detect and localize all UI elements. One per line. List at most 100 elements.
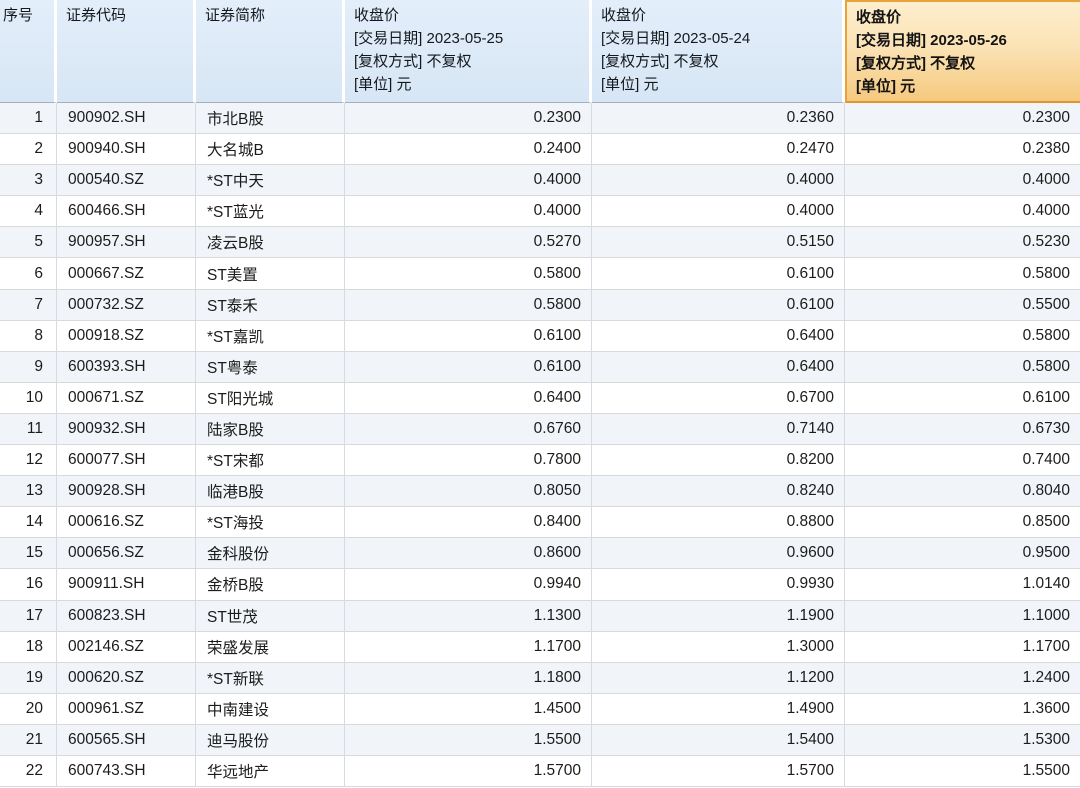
cell-code[interactable]: 000961.SZ: [57, 693, 196, 725]
cell-seq[interactable]: 17: [0, 600, 57, 632]
cell-code[interactable]: 600823.SH: [57, 600, 196, 632]
cell-code[interactable]: 000616.SZ: [57, 507, 196, 539]
cell-seq[interactable]: 19: [0, 662, 57, 694]
cell-name[interactable]: 临港B股: [196, 476, 345, 508]
column-header-close_0524[interactable]: 收盘价 [交易日期] 2023-05-24 [复权方式] 不复权 [单位] 元: [592, 0, 845, 103]
cell-close_0524[interactable]: 0.2470: [592, 134, 845, 166]
column-header-close_0526[interactable]: 收盘价 [交易日期] 2023-05-26 [复权方式] 不复权 [单位] 元: [845, 0, 1080, 103]
cell-name[interactable]: 荣盛发展: [196, 631, 345, 663]
cell-name[interactable]: *ST蓝光: [196, 196, 345, 228]
cell-seq[interactable]: 18: [0, 631, 57, 663]
cell-name[interactable]: 金科股份: [196, 538, 345, 570]
cell-close_0526[interactable]: 0.2300: [845, 103, 1080, 135]
cell-close_0525[interactable]: 1.1300: [345, 600, 592, 632]
cell-close_0524[interactable]: 0.8240: [592, 476, 845, 508]
cell-close_0525[interactable]: 0.5270: [345, 227, 592, 259]
cell-seq[interactable]: 2: [0, 134, 57, 166]
cell-close_0524[interactable]: 0.4000: [592, 165, 845, 197]
column-header-seq[interactable]: 序号: [0, 0, 57, 103]
cell-seq[interactable]: 6: [0, 258, 57, 290]
cell-name[interactable]: ST世茂: [196, 600, 345, 632]
cell-close_0525[interactable]: 0.4000: [345, 196, 592, 228]
cell-name[interactable]: *ST宋都: [196, 445, 345, 477]
cell-close_0525[interactable]: 0.6100: [345, 320, 592, 352]
cell-seq[interactable]: 20: [0, 693, 57, 725]
cell-seq[interactable]: 11: [0, 413, 57, 446]
cell-close_0526[interactable]: 1.5500: [845, 755, 1080, 788]
cell-code[interactable]: 900928.SH: [57, 476, 196, 508]
cell-code[interactable]: 000620.SZ: [57, 662, 196, 694]
cell-close_0524[interactable]: 1.1200: [592, 662, 845, 694]
column-header-code[interactable]: 证券代码: [57, 0, 196, 103]
cell-close_0526[interactable]: 1.2400: [845, 662, 1080, 694]
cell-code[interactable]: 600565.SH: [57, 724, 196, 756]
cell-close_0524[interactable]: 0.6700: [592, 382, 845, 414]
cell-name[interactable]: ST阳光城: [196, 382, 345, 414]
cell-close_0524[interactable]: 0.5150: [592, 227, 845, 259]
cell-name[interactable]: 大名城B: [196, 134, 345, 166]
cell-seq[interactable]: 5: [0, 227, 57, 259]
cell-close_0525[interactable]: 1.1800: [345, 662, 592, 694]
cell-close_0526[interactable]: 1.1000: [845, 600, 1080, 632]
cell-close_0526[interactable]: 0.2380: [845, 134, 1080, 166]
cell-close_0524[interactable]: 0.6100: [592, 289, 845, 321]
column-header-close_0525[interactable]: 收盘价 [交易日期] 2023-05-25 [复权方式] 不复权 [单位] 元: [345, 0, 592, 103]
cell-name[interactable]: 中南建设: [196, 693, 345, 725]
column-header-name[interactable]: 证券简称: [196, 0, 345, 103]
cell-code[interactable]: 600743.SH: [57, 755, 196, 788]
cell-close_0525[interactable]: 0.5800: [345, 289, 592, 321]
cell-name[interactable]: 陆家B股: [196, 413, 345, 446]
cell-code[interactable]: 900932.SH: [57, 413, 196, 446]
cell-name[interactable]: ST泰禾: [196, 289, 345, 321]
cell-close_0525[interactable]: 0.8050: [345, 476, 592, 508]
cell-code[interactable]: 600393.SH: [57, 351, 196, 383]
cell-name[interactable]: ST粤泰: [196, 351, 345, 383]
cell-seq[interactable]: 8: [0, 320, 57, 352]
cell-close_0525[interactable]: 0.4000: [345, 165, 592, 197]
cell-close_0525[interactable]: 0.2300: [345, 103, 592, 135]
cell-seq[interactable]: 14: [0, 507, 57, 539]
cell-close_0525[interactable]: 1.4500: [345, 693, 592, 725]
cell-close_0524[interactable]: 0.6100: [592, 258, 845, 290]
cell-code[interactable]: 900911.SH: [57, 569, 196, 601]
cell-close_0525[interactable]: 1.1700: [345, 631, 592, 663]
cell-close_0526[interactable]: 0.9500: [845, 538, 1080, 570]
cell-seq[interactable]: 4: [0, 196, 57, 228]
cell-seq[interactable]: 22: [0, 755, 57, 788]
cell-close_0526[interactable]: 0.6100: [845, 382, 1080, 414]
cell-close_0526[interactable]: 1.1700: [845, 631, 1080, 663]
cell-close_0526[interactable]: 0.4000: [845, 196, 1080, 228]
cell-name[interactable]: *ST嘉凯: [196, 320, 345, 352]
cell-close_0526[interactable]: 1.0140: [845, 569, 1080, 601]
cell-close_0525[interactable]: 0.5800: [345, 258, 592, 290]
cell-seq[interactable]: 21: [0, 724, 57, 756]
cell-close_0524[interactable]: 0.4000: [592, 196, 845, 228]
cell-close_0524[interactable]: 0.6400: [592, 320, 845, 352]
cell-seq[interactable]: 10: [0, 382, 57, 414]
cell-close_0526[interactable]: 0.5800: [845, 351, 1080, 383]
cell-close_0524[interactable]: 1.5700: [592, 755, 845, 788]
cell-close_0526[interactable]: 0.4000: [845, 165, 1080, 197]
cell-seq[interactable]: 15: [0, 538, 57, 570]
cell-close_0525[interactable]: 0.9940: [345, 569, 592, 601]
cell-close_0526[interactable]: 0.5800: [845, 320, 1080, 352]
cell-close_0526[interactable]: 1.3600: [845, 693, 1080, 725]
cell-close_0524[interactable]: 0.9600: [592, 538, 845, 570]
cell-code[interactable]: 000656.SZ: [57, 538, 196, 570]
cell-close_0525[interactable]: 0.7800: [345, 445, 592, 477]
cell-close_0526[interactable]: 0.5230: [845, 227, 1080, 259]
cell-name[interactable]: *ST新联: [196, 662, 345, 694]
cell-seq[interactable]: 13: [0, 476, 57, 508]
cell-seq[interactable]: 12: [0, 445, 57, 477]
cell-seq[interactable]: 9: [0, 351, 57, 383]
cell-code[interactable]: 000540.SZ: [57, 165, 196, 197]
cell-name[interactable]: 迪马股份: [196, 724, 345, 756]
cell-close_0525[interactable]: 0.6100: [345, 351, 592, 383]
cell-code[interactable]: 000918.SZ: [57, 320, 196, 352]
cell-close_0524[interactable]: 0.8200: [592, 445, 845, 477]
cell-code[interactable]: 000671.SZ: [57, 382, 196, 414]
cell-name[interactable]: 市北B股: [196, 103, 345, 135]
cell-close_0525[interactable]: 0.2400: [345, 134, 592, 166]
cell-close_0526[interactable]: 0.8040: [845, 476, 1080, 508]
cell-close_0526[interactable]: 0.5800: [845, 258, 1080, 290]
